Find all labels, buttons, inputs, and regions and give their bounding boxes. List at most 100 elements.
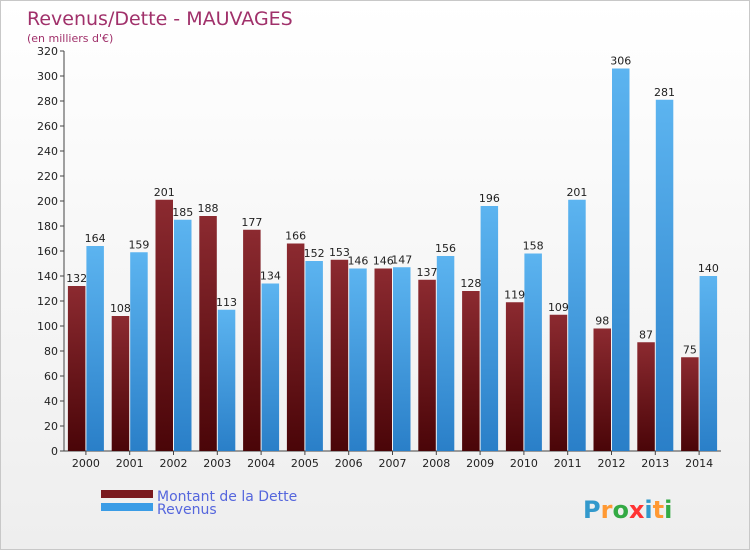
data-label-revenus: 146 bbox=[347, 255, 368, 268]
data-label-revenus: 158 bbox=[523, 240, 544, 253]
y-tick-label: 120 bbox=[37, 295, 58, 308]
x-tick-label: 2014 bbox=[685, 457, 713, 470]
data-label-dette: 188 bbox=[198, 202, 219, 215]
data-label-dette: 87 bbox=[639, 328, 653, 341]
data-label-dette: 109 bbox=[548, 301, 569, 314]
data-label-revenus: 306 bbox=[610, 55, 631, 68]
bar-dette bbox=[243, 229, 261, 451]
y-tick-label: 40 bbox=[44, 395, 58, 408]
chart-subtitle: (en milliers d'€) bbox=[27, 32, 113, 45]
data-label-revenus: 156 bbox=[435, 242, 456, 255]
y-tick-label: 200 bbox=[37, 195, 58, 208]
logo-letter: i bbox=[644, 496, 652, 524]
data-label-dette: 177 bbox=[241, 216, 262, 229]
data-label-dette: 108 bbox=[110, 302, 131, 315]
bar-dette bbox=[155, 199, 173, 451]
bar-dette bbox=[637, 342, 655, 451]
proxiti-logo: Proxiti bbox=[583, 496, 672, 524]
data-label-revenus: 196 bbox=[479, 192, 500, 205]
chart-title: Revenus/Dette - MAUVAGES bbox=[27, 8, 293, 30]
data-label-revenus: 113 bbox=[216, 296, 237, 309]
logo-letter: P bbox=[583, 496, 601, 524]
x-tick-label: 2001 bbox=[116, 457, 144, 470]
x-tick-label: 2009 bbox=[466, 457, 494, 470]
logo-letter: t bbox=[653, 496, 664, 524]
data-label-dette: 137 bbox=[417, 266, 438, 279]
bar-revenus bbox=[305, 261, 323, 451]
y-tick-label: 100 bbox=[37, 320, 58, 333]
data-label-revenus: 152 bbox=[304, 247, 325, 260]
data-label-dette: 128 bbox=[460, 277, 481, 290]
bars bbox=[67, 68, 718, 451]
bar-dette bbox=[505, 302, 524, 451]
data-label-dette: 153 bbox=[329, 246, 350, 259]
x-tick-label: 2002 bbox=[160, 457, 188, 470]
logo-letter: x bbox=[629, 496, 645, 524]
logo-letter: r bbox=[601, 496, 613, 524]
bar-dette bbox=[374, 268, 392, 451]
bar-revenus bbox=[436, 256, 455, 451]
x-tick-label: 2004 bbox=[247, 457, 275, 470]
y-tick-label: 0 bbox=[51, 445, 58, 458]
y-tick-label: 280 bbox=[37, 95, 58, 108]
logo-letter: o bbox=[612, 496, 629, 524]
data-label-revenus: 159 bbox=[128, 238, 149, 251]
y-tick-label: 160 bbox=[37, 245, 58, 258]
bar-dette bbox=[330, 259, 349, 451]
bar-dette bbox=[111, 316, 130, 451]
x-tick-label: 2010 bbox=[510, 457, 538, 470]
logo-text: Proxiti bbox=[583, 496, 672, 524]
bar-revenus bbox=[612, 68, 630, 451]
x-tick-label: 2005 bbox=[291, 457, 319, 470]
data-label-dette: 146 bbox=[373, 255, 394, 268]
data-label-dette: 201 bbox=[154, 186, 175, 199]
bar-revenus bbox=[393, 267, 411, 451]
data-label-dette: 119 bbox=[504, 288, 525, 301]
bar-dette bbox=[549, 314, 568, 451]
y-tick-label: 60 bbox=[44, 370, 58, 383]
bar-revenus bbox=[349, 268, 367, 451]
data-label-dette: 75 bbox=[683, 343, 697, 356]
bar-dette bbox=[67, 286, 86, 451]
bar-revenus bbox=[217, 309, 236, 451]
data-label-revenus: 140 bbox=[698, 262, 719, 275]
y-tick-label: 300 bbox=[37, 70, 58, 83]
bar-revenus bbox=[655, 99, 674, 451]
bar-dette bbox=[681, 357, 699, 451]
bar-revenus bbox=[699, 276, 718, 451]
bar-dette bbox=[199, 216, 217, 451]
data-label-dette: 166 bbox=[285, 230, 306, 243]
y-tick-label: 240 bbox=[37, 145, 58, 158]
bar-revenus bbox=[130, 252, 148, 451]
bar-revenus bbox=[480, 206, 499, 451]
data-label-dette: 132 bbox=[66, 272, 87, 285]
bar-dette bbox=[593, 328, 611, 451]
bar-revenus bbox=[568, 199, 586, 451]
data-label-revenus: 134 bbox=[260, 270, 281, 283]
y-tick-label: 180 bbox=[37, 220, 58, 233]
logo-letter: i bbox=[664, 496, 672, 524]
x-tick-label: 2011 bbox=[554, 457, 582, 470]
data-label-revenus: 201 bbox=[566, 186, 587, 199]
x-tick-label: 2008 bbox=[422, 457, 450, 470]
bar-revenus bbox=[524, 253, 542, 451]
bar-revenus bbox=[86, 246, 104, 451]
bar-dette bbox=[286, 243, 305, 451]
bar-revenus bbox=[174, 219, 192, 451]
data-label-revenus: 281 bbox=[654, 86, 675, 99]
x-tick-label: 2012 bbox=[598, 457, 626, 470]
y-tick-label: 260 bbox=[37, 120, 58, 133]
x-tick-label: 2013 bbox=[641, 457, 669, 470]
y-tick-label: 320 bbox=[37, 45, 58, 58]
y-tick-label: 20 bbox=[44, 420, 58, 433]
data-label-dette: 98 bbox=[595, 315, 609, 328]
bar-revenus bbox=[261, 283, 280, 451]
legend-label: Revenus bbox=[157, 502, 217, 518]
x-tick-label: 2006 bbox=[335, 457, 363, 470]
x-tick-label: 2000 bbox=[72, 457, 100, 470]
legend-swatch bbox=[101, 490, 153, 498]
y-tick-label: 140 bbox=[37, 270, 58, 283]
